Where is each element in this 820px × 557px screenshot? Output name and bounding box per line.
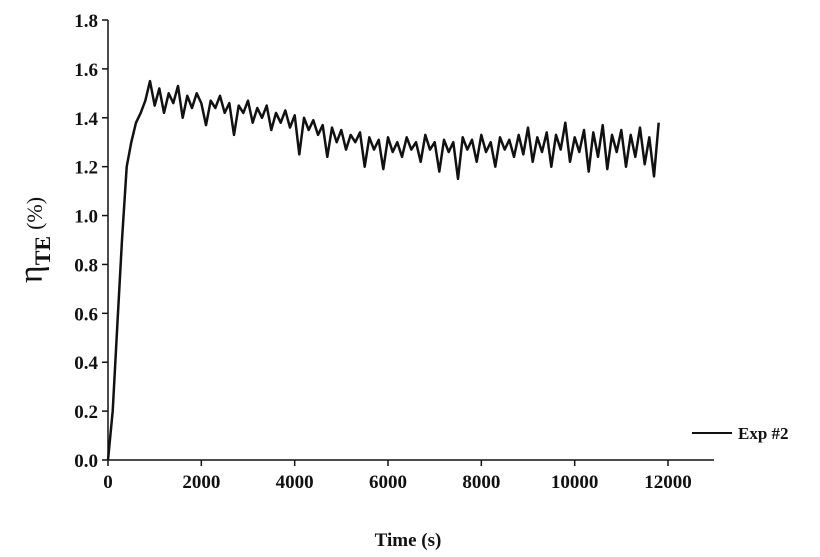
- y-tick-label: 1.0: [74, 207, 98, 228]
- x-tick-label: 12000: [644, 472, 692, 493]
- y-tick-label: 1.8: [74, 11, 98, 32]
- legend-label: Exp #2: [738, 424, 789, 443]
- x-tick-label: 0: [103, 472, 113, 493]
- y-label-symbol: η: [13, 265, 50, 283]
- y-tick-label: 0.4: [74, 353, 98, 374]
- y-tick-label: 1.2: [74, 158, 98, 179]
- y-tick-label: 0.0: [74, 451, 98, 472]
- data-line: [106, 79, 660, 461]
- x-axis-label: Time (s): [375, 530, 442, 551]
- y-label-unit: (%): [22, 197, 47, 230]
- x-tick-label: 6000: [369, 472, 407, 493]
- x-tick-label: 4000: [276, 472, 314, 493]
- y-label-subscript: TE: [30, 236, 55, 265]
- y-tick-label: 1.6: [74, 60, 98, 81]
- y-tick-label: 0.6: [74, 304, 98, 325]
- y-tick-label: 0.2: [74, 402, 98, 423]
- y-axis-label: ηTE (%): [13, 197, 55, 283]
- y-tick-label: 1.4: [74, 109, 98, 130]
- y-tick-label: 0.8: [74, 255, 98, 276]
- x-tick-label: 2000: [182, 472, 220, 493]
- x-tick-label: 8000: [462, 472, 500, 493]
- x-tick-label: 10000: [551, 472, 599, 493]
